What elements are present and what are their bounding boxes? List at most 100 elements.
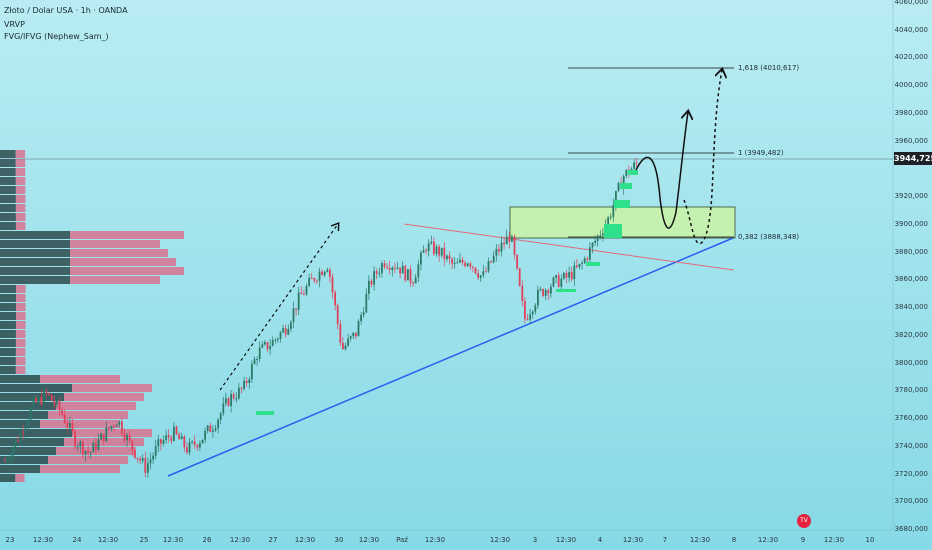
candle-body xyxy=(84,450,87,455)
candle-body xyxy=(479,275,482,278)
candle-body xyxy=(300,292,303,295)
volume-bar-dark xyxy=(0,393,64,401)
candle-body xyxy=(373,271,375,285)
time-tick-label: 7 xyxy=(662,536,668,544)
candle-body xyxy=(212,430,214,432)
candle-body xyxy=(157,439,160,447)
candle-body xyxy=(456,262,459,264)
resistance-trendline[interactable] xyxy=(403,223,735,271)
candle-body xyxy=(594,240,596,243)
candle-body xyxy=(500,242,503,252)
candle-body xyxy=(79,441,82,447)
fvg-box xyxy=(568,289,576,292)
volume-bar-dark xyxy=(0,249,70,257)
candle-body xyxy=(591,242,594,248)
candle-body xyxy=(521,285,524,301)
fvg-box xyxy=(256,411,274,415)
volume-bar-dark xyxy=(0,258,70,266)
candle-body xyxy=(589,247,591,260)
time-tick-label: 12:30 xyxy=(358,536,380,544)
volume-bar-pink xyxy=(15,213,26,221)
candle-body xyxy=(555,275,557,278)
volume-bar-dark xyxy=(0,294,16,302)
candle-body xyxy=(560,278,563,287)
indicator-fvg[interactable]: FVG/IFVG (Nephew_Sam_) xyxy=(4,32,109,41)
candle-body xyxy=(550,286,552,294)
candle-body xyxy=(284,328,287,335)
candle-body xyxy=(61,410,63,415)
candle-body xyxy=(469,263,472,267)
price-tick-label: 3920,000 xyxy=(894,192,928,201)
candle-body xyxy=(128,435,131,441)
candle-body xyxy=(599,235,602,237)
volume-bar-pink xyxy=(56,402,136,410)
candle-body xyxy=(102,433,105,441)
candle-body xyxy=(245,380,248,384)
candle-body xyxy=(394,267,396,269)
candle-body xyxy=(318,271,321,281)
candle-body xyxy=(219,413,222,420)
volume-bar-pink xyxy=(15,150,26,158)
projection-path-dotted xyxy=(683,70,722,245)
price-axis-line xyxy=(0,0,894,531)
volume-bar-pink xyxy=(70,276,160,284)
fvg-box xyxy=(620,183,632,189)
candle-body xyxy=(383,263,386,267)
demand-zone[interactable] xyxy=(509,206,736,239)
candle-body xyxy=(422,250,425,253)
candle-body xyxy=(214,428,217,431)
candle-body xyxy=(425,250,427,252)
candle-body xyxy=(9,457,11,460)
volume-bar-dark xyxy=(0,456,48,464)
candle-body xyxy=(243,380,245,389)
time-tick-label: 12:30 xyxy=(32,536,54,544)
tradingview-logo-icon[interactable]: TV xyxy=(797,514,811,528)
candle-body xyxy=(578,263,581,268)
candle-body xyxy=(87,450,89,454)
candle-body xyxy=(30,407,32,420)
volume-bar-pink xyxy=(70,258,176,266)
volume-bar-dark xyxy=(0,438,64,446)
indicator-vrvp[interactable]: VRVP xyxy=(4,20,25,29)
candle-body xyxy=(464,262,466,267)
candle-body xyxy=(108,427,110,430)
price-tick-label: 3980,000 xyxy=(894,108,928,117)
candle-body xyxy=(495,248,498,256)
candle-body xyxy=(40,396,43,405)
volume-profile xyxy=(0,150,184,482)
candle-body xyxy=(503,242,505,245)
volume-bar-dark xyxy=(0,195,16,203)
time-tick-label: 12:30 xyxy=(622,536,644,544)
candle-body xyxy=(576,265,578,268)
dotted-arrow-up xyxy=(219,224,338,391)
ascending-trendline[interactable] xyxy=(167,237,734,477)
candle-body xyxy=(331,277,334,293)
volume-bar-dark xyxy=(0,330,16,338)
candle-body xyxy=(355,332,357,337)
volume-bar-dark xyxy=(0,213,16,221)
candle-body xyxy=(388,267,391,271)
candle-body xyxy=(110,426,113,430)
candle-body xyxy=(529,314,531,320)
candle-body xyxy=(126,435,128,441)
candle-body xyxy=(477,273,479,278)
candle-body xyxy=(66,422,69,428)
candle-body xyxy=(615,190,617,206)
candle-body xyxy=(173,426,175,441)
volume-bar-dark xyxy=(0,402,56,410)
candle-body xyxy=(505,236,508,245)
candle-body xyxy=(617,182,620,191)
volume-bar-dark xyxy=(0,339,16,347)
volume-bar-dark xyxy=(0,447,56,455)
candle-body xyxy=(461,259,464,263)
candle-body xyxy=(310,277,313,279)
candle-body xyxy=(277,338,279,340)
candle-body xyxy=(154,446,157,456)
candle-body xyxy=(139,458,141,461)
time-tick-label: 12:30 xyxy=(424,536,446,544)
candle-body xyxy=(251,364,253,380)
candle-body xyxy=(622,176,625,189)
symbol-title[interactable]: Złoto / Dolar USA · 1h · OANDA xyxy=(4,6,128,15)
candle-body xyxy=(160,439,162,444)
